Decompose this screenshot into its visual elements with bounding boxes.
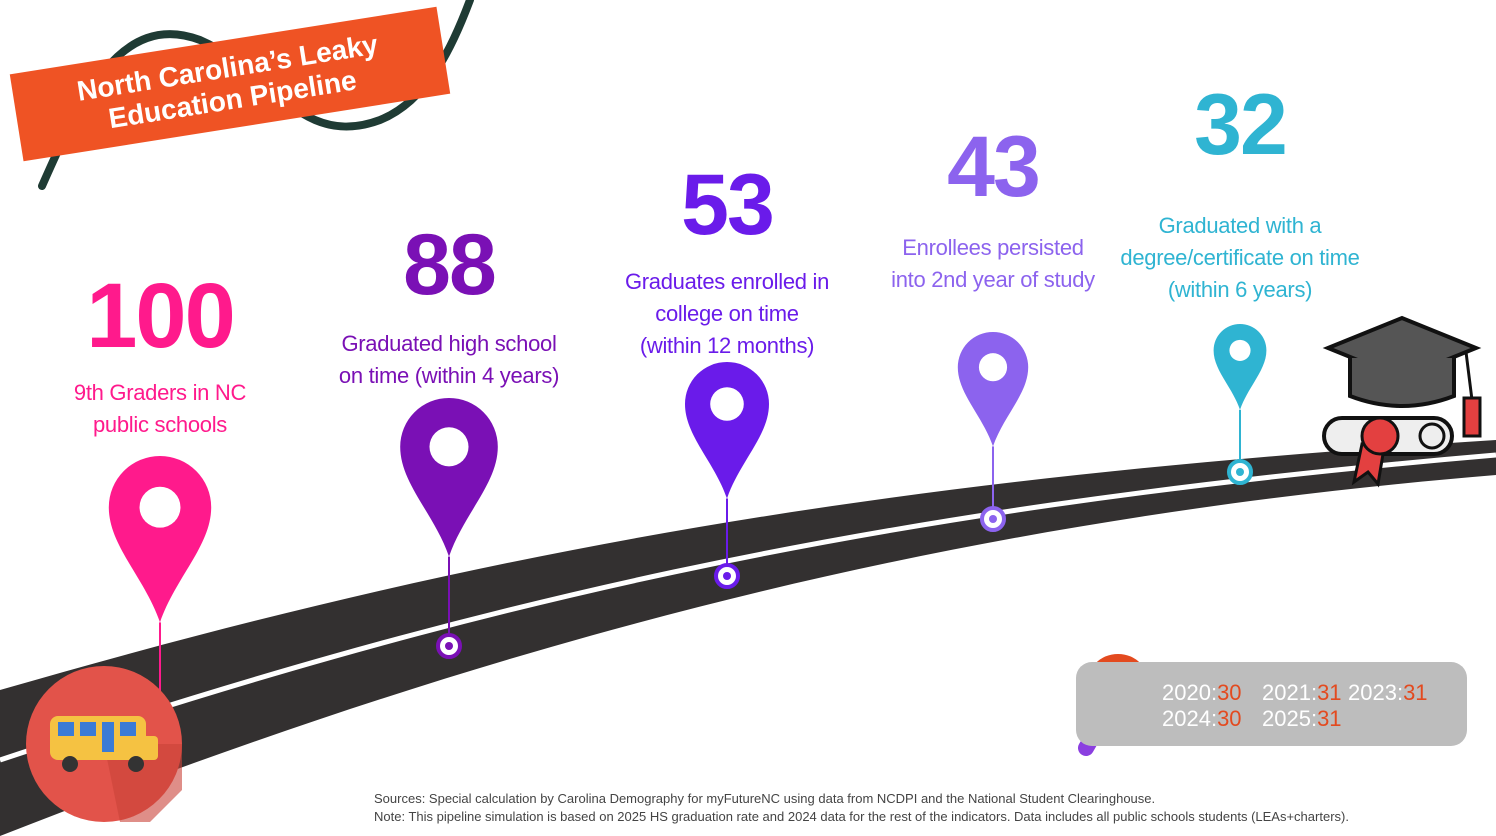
history-value: 31 bbox=[1403, 680, 1428, 705]
history-value: 30 bbox=[1217, 680, 1242, 705]
map-pin-icon bbox=[108, 456, 212, 623]
stage-value: 32 bbox=[1194, 77, 1288, 173]
map-pin-hole bbox=[978, 353, 1008, 382]
method-note: Note: This pipeline simulation is based … bbox=[374, 809, 1349, 824]
stage-label: Graduated with a degree/certificate on t… bbox=[1120, 213, 1360, 302]
map-pin-icon bbox=[400, 397, 498, 557]
diploma-icon bbox=[1322, 416, 1454, 488]
map-pin-hole bbox=[139, 486, 181, 528]
map-pin-icon bbox=[685, 362, 769, 499]
road-marker-center bbox=[1236, 468, 1244, 476]
stage-label: 9th Graders in NC public schools bbox=[73, 380, 247, 437]
history-year: 2021: bbox=[1262, 680, 1318, 705]
road-center-line bbox=[0, 452, 1496, 763]
road-marker-center bbox=[989, 515, 997, 523]
footnotes: Sources: Special calculation by Carolina… bbox=[374, 790, 1349, 826]
pipeline-pins bbox=[108, 323, 1267, 700]
stage-value: 100 bbox=[86, 265, 236, 367]
bus-icon bbox=[26, 666, 182, 822]
stage-value: 43 bbox=[947, 119, 1041, 215]
history-item: 2025:31 bbox=[1262, 706, 1342, 732]
history-item: 2021:31 bbox=[1262, 680, 1342, 706]
history-item: 2020:30 bbox=[1162, 680, 1242, 706]
stage-label: Graduated high school on time (within 4 … bbox=[338, 331, 560, 388]
stage-value: 88 bbox=[403, 217, 497, 313]
graduation-cap-icon bbox=[1322, 315, 1482, 438]
map-pin-icon bbox=[1213, 323, 1267, 410]
history-item: 2024:30 bbox=[1162, 706, 1242, 732]
history-item: 2023:31 bbox=[1348, 680, 1428, 706]
road-marker-center bbox=[445, 642, 453, 650]
history-value: 31 bbox=[1317, 680, 1342, 705]
history-value: 30 bbox=[1217, 706, 1242, 731]
sources-note: Sources: Special calculation by Carolina… bbox=[374, 791, 1156, 806]
stage-label: Graduates enrolled in college on time (w… bbox=[624, 269, 830, 358]
map-pin-hole bbox=[1229, 339, 1251, 361]
stage-value: 53 bbox=[681, 157, 775, 253]
history-box: 2020:30 2021:31 2023:31 2024:30 2025:31 bbox=[1076, 662, 1467, 746]
map-pin-hole bbox=[710, 387, 744, 421]
history-value: 31 bbox=[1317, 706, 1342, 731]
road-marker-center bbox=[723, 572, 731, 580]
map-pin-hole bbox=[429, 427, 469, 467]
history-year: 2020: bbox=[1162, 680, 1218, 705]
stage-label: Enrollees persisted into 2nd year of stu… bbox=[891, 235, 1095, 292]
history-year: 2025: bbox=[1262, 706, 1318, 731]
history-year: 2024: bbox=[1162, 706, 1218, 731]
history-year: 2023: bbox=[1348, 680, 1404, 705]
road bbox=[0, 440, 1496, 836]
map-pin-icon bbox=[957, 331, 1029, 447]
